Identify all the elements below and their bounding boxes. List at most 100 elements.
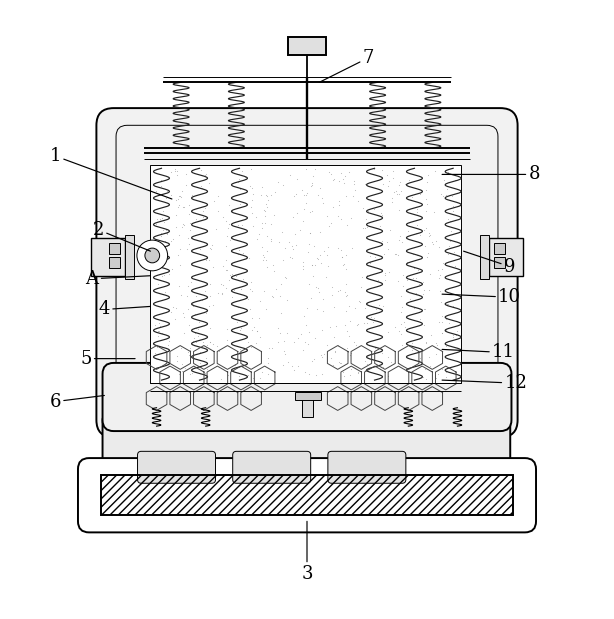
Point (397, 237, 407, 247)
Point (443, 167, 453, 177)
Point (234, 170, 244, 180)
Point (424, 248, 433, 258)
Point (288, 212, 298, 222)
Bar (91, 238, 125, 275)
Point (299, 204, 309, 214)
Point (251, 212, 261, 222)
Point (223, 275, 233, 285)
Point (336, 358, 346, 368)
Point (278, 227, 287, 237)
Point (254, 313, 264, 323)
Point (326, 169, 336, 179)
Point (398, 271, 408, 280)
Point (337, 252, 347, 262)
Point (216, 279, 226, 289)
Point (380, 275, 390, 285)
Text: 9: 9 (464, 251, 515, 275)
Point (162, 228, 172, 238)
Point (178, 308, 188, 318)
Point (383, 327, 393, 337)
Point (448, 331, 458, 340)
Point (397, 340, 406, 350)
Point (223, 370, 233, 380)
Point (161, 241, 171, 251)
Point (436, 297, 446, 307)
Point (273, 177, 283, 187)
Point (246, 165, 255, 175)
Point (152, 342, 162, 352)
Point (316, 259, 325, 269)
Point (238, 356, 247, 366)
Point (208, 339, 218, 348)
Point (248, 221, 258, 231)
Point (201, 353, 211, 363)
Point (177, 366, 187, 376)
Point (208, 300, 218, 310)
Point (424, 285, 434, 295)
Point (397, 291, 406, 301)
Point (394, 189, 404, 199)
Point (333, 243, 343, 253)
Point (360, 303, 370, 313)
Point (206, 244, 216, 254)
Point (203, 253, 212, 263)
Point (441, 341, 451, 351)
Point (419, 285, 429, 295)
Bar (109, 243, 120, 254)
Point (418, 288, 428, 298)
Point (390, 345, 400, 355)
Point (200, 287, 210, 297)
Point (451, 330, 461, 340)
Point (204, 178, 214, 188)
Point (443, 249, 453, 259)
Point (176, 244, 185, 254)
Point (391, 249, 401, 259)
Text: 2: 2 (93, 221, 150, 251)
Point (238, 248, 248, 258)
Point (185, 225, 195, 235)
Point (223, 223, 233, 233)
FancyBboxPatch shape (103, 363, 511, 431)
Point (174, 280, 184, 290)
Point (419, 320, 429, 330)
Point (173, 194, 183, 204)
Point (204, 301, 214, 311)
Point (370, 344, 380, 353)
Point (375, 304, 385, 314)
Bar (295, 392, 321, 400)
Point (441, 373, 451, 383)
Point (227, 206, 237, 215)
Point (260, 211, 270, 221)
Point (335, 358, 345, 368)
Point (357, 282, 367, 292)
Point (361, 215, 371, 225)
Point (451, 261, 460, 271)
Point (384, 267, 394, 277)
Point (179, 202, 189, 212)
Point (352, 321, 362, 331)
Point (265, 343, 274, 353)
Point (344, 301, 354, 311)
Point (291, 240, 301, 250)
Point (295, 225, 305, 235)
Point (312, 253, 322, 262)
Point (163, 340, 173, 350)
Point (160, 236, 169, 246)
Point (185, 277, 195, 287)
Point (306, 206, 316, 216)
Point (266, 236, 276, 246)
Point (362, 270, 371, 280)
Point (247, 208, 257, 218)
Point (213, 206, 223, 216)
Point (290, 365, 300, 375)
Point (273, 322, 283, 332)
Point (298, 215, 308, 225)
Point (305, 228, 314, 238)
Point (200, 368, 210, 378)
Point (231, 309, 241, 319)
Point (193, 324, 203, 334)
Point (266, 190, 276, 200)
Point (255, 373, 265, 383)
Point (391, 322, 400, 332)
Point (448, 206, 458, 216)
